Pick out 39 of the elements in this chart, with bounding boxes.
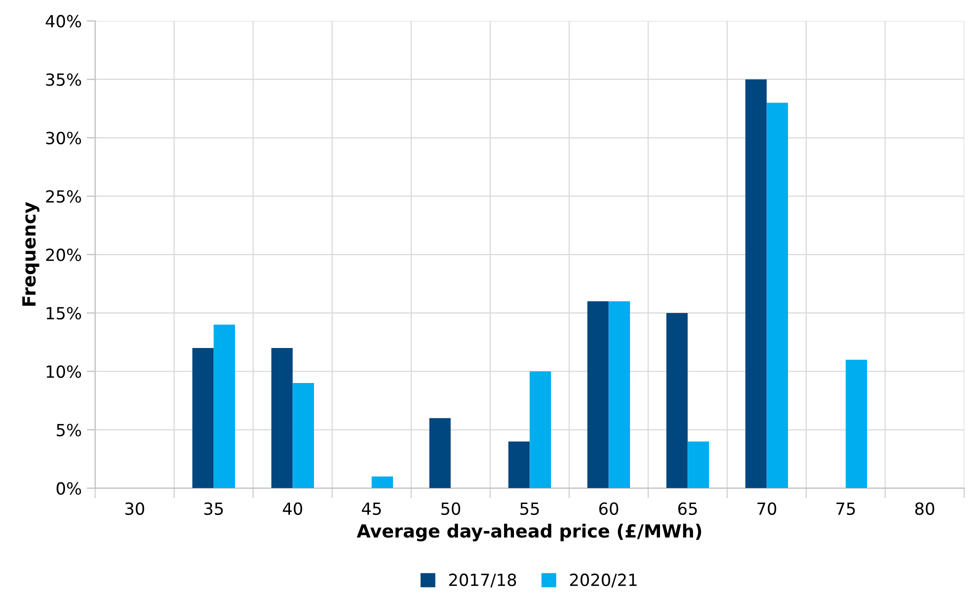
y-tick-label: 0% xyxy=(56,482,82,495)
x-tick-label: 45 xyxy=(362,502,381,515)
x-tick-label: 55 xyxy=(520,502,539,515)
bar xyxy=(766,102,788,488)
x-tick-label: 75 xyxy=(836,502,855,515)
y-tick-label: 35% xyxy=(46,73,82,86)
x-tick-label: 80 xyxy=(915,502,934,515)
bar xyxy=(372,476,394,488)
bar xyxy=(429,418,451,488)
bar xyxy=(292,383,314,488)
bar xyxy=(846,360,868,488)
x-tick-label: 60 xyxy=(599,502,618,515)
x-tick-label: 50 xyxy=(441,502,460,515)
x-tick-label: 65 xyxy=(678,502,697,515)
y-tick-label: 15% xyxy=(46,306,82,320)
bar xyxy=(666,312,688,488)
y-tick-label: 30% xyxy=(46,132,82,144)
bar xyxy=(745,79,767,488)
y-tick-label: 5% xyxy=(56,424,82,436)
bar xyxy=(608,301,630,488)
bar xyxy=(271,348,293,488)
y-tick-label: 10% xyxy=(46,365,82,378)
x-axis-title: Average day-ahead price (£/MWh) xyxy=(356,524,702,542)
bar xyxy=(587,301,609,488)
bar xyxy=(508,441,530,488)
legend-label: 2017/18 xyxy=(449,574,516,588)
x-tick-label: 30 xyxy=(125,502,144,515)
bar xyxy=(214,324,235,488)
y-tick-label: 20% xyxy=(46,248,82,262)
x-tick-label: 70 xyxy=(757,502,776,515)
y-tick-label: 25% xyxy=(46,190,82,203)
x-tick-label: 35 xyxy=(204,502,223,515)
bar xyxy=(530,371,552,488)
y-axis-title: Frequency xyxy=(22,202,40,306)
bar xyxy=(192,348,214,488)
bar xyxy=(688,441,710,488)
x-tick-label: 40 xyxy=(282,502,302,515)
y-tick-label: 40% xyxy=(46,14,82,28)
legend-label: 2020/21 xyxy=(570,574,637,588)
